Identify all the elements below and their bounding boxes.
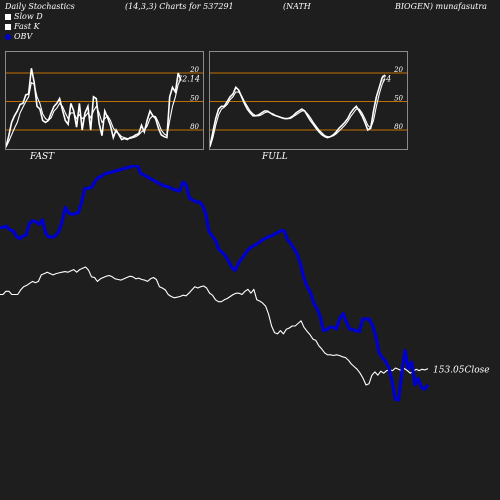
full-stochastic-panel: 80 50 20 74 xyxy=(209,51,408,150)
fast-last-value-label: 72.14 xyxy=(177,75,200,84)
obv-line xyxy=(0,165,430,402)
full-y-tick: 50 xyxy=(394,95,403,103)
legend-item-obv: OBV xyxy=(5,32,32,41)
full-last-value-label: 74 xyxy=(381,75,391,84)
full-y-tick: 20 xyxy=(393,66,403,74)
fast-panel-title: FAST xyxy=(30,152,55,162)
close-last-value-label: 153.05Close xyxy=(433,366,490,376)
legend-label-slow-d: Slow D xyxy=(14,12,43,21)
legend-item-fast-k: Fast K xyxy=(5,22,40,31)
full-y-tick: 80 xyxy=(394,123,403,131)
fast-y-tick: 50 xyxy=(190,95,199,103)
legend-label-fast-k: Fast K xyxy=(14,22,40,31)
close-price-line xyxy=(0,266,429,386)
full-series-slow-d xyxy=(210,78,386,148)
chart-params: (14,3,3) Charts for 537291 xyxy=(125,2,234,11)
full-panel-title: FULL xyxy=(262,152,288,162)
obv-close-chart: 153.05Close xyxy=(0,165,490,402)
legend-swatch-obv xyxy=(5,33,11,40)
full-series-fast-k xyxy=(210,74,386,147)
fast-series-slow-d xyxy=(6,78,182,148)
legend-swatch-slow-d xyxy=(5,13,11,20)
chart-stock-name-2: BIOGEN) munafasutra xyxy=(395,2,487,11)
legend-label-obv: OBV xyxy=(14,32,33,41)
fast-series-fast-k xyxy=(6,68,182,148)
fast-stochastic-panel: 80 50 20 72.14 xyxy=(5,51,204,150)
legend-swatch-fast-k xyxy=(5,23,11,30)
fast-y-tick: 20 xyxy=(189,66,199,74)
legend-item-slow-d: Slow D xyxy=(5,12,43,21)
chart-stock-name-1: (NATH xyxy=(283,2,311,11)
fast-y-tick: 80 xyxy=(190,123,199,131)
chart-title: Daily Stochastics xyxy=(5,2,75,11)
